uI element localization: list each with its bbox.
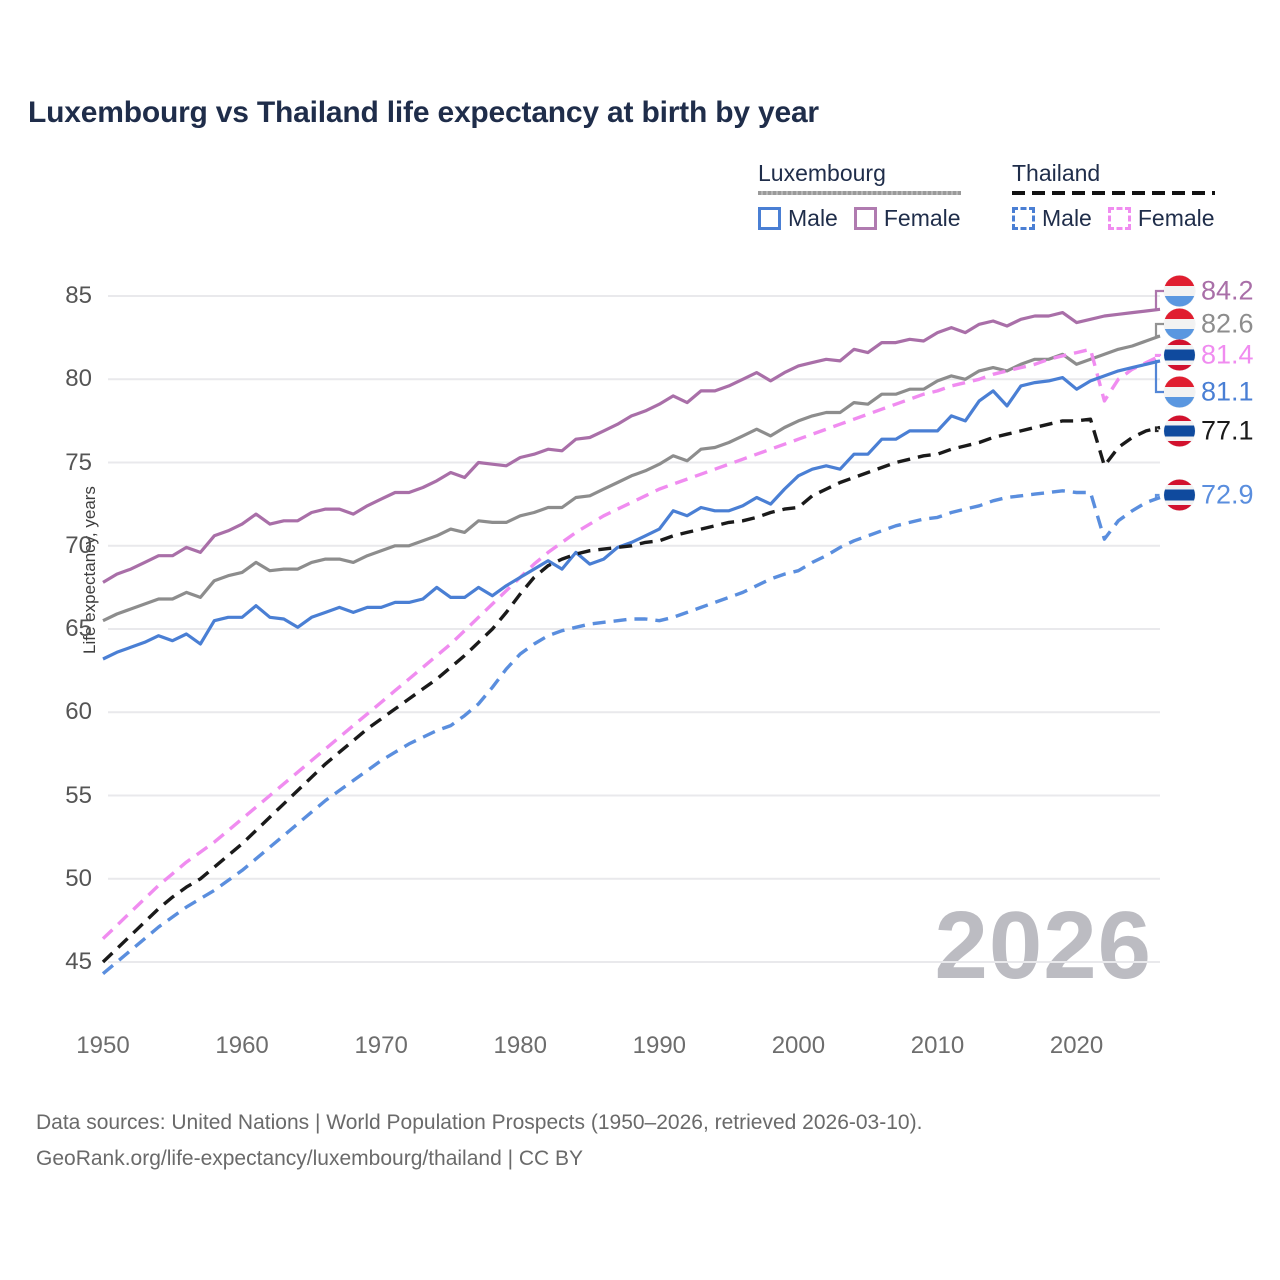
series-line	[101, 417, 1161, 964]
x-tick-label: 1970	[354, 1032, 408, 1059]
legend-swatch-icon-luxembourg-female	[853, 207, 877, 230]
legend-country-luxembourg: Luxembourg	[758, 160, 886, 186]
series-leader-line	[1154, 322, 1164, 338]
legend-rule-luxembourg	[758, 191, 961, 195]
series-end-label: 72.9	[1164, 479, 1254, 511]
series-leader-line	[1154, 353, 1164, 358]
series-line	[102, 359, 1161, 661]
legend-label-thailand-female: Female	[1137, 205, 1215, 231]
series-leader-line	[1154, 493, 1164, 499]
y-tick-label: 70	[65, 531, 92, 559]
legend-swatch-icon-luxembourg-male	[758, 207, 781, 230]
series-end-value: 81.1	[1201, 376, 1254, 407]
legend-label-thailand-male: Male	[1042, 205, 1092, 231]
series-line	[102, 307, 1161, 584]
series-end-value: 72.9	[1201, 479, 1254, 510]
legend-label-luxembourg-female: Female	[883, 205, 961, 231]
legend-item-luxembourg-male[interactable]: Male	[758, 205, 838, 232]
series-end-value: 77.1	[1201, 415, 1254, 446]
footer-line-2: GeoRank.org/life-expectancy/luxembourg/t…	[36, 1147, 584, 1171]
thailand-flag-icon	[1164, 339, 1195, 371]
y-tick-label: 65	[65, 615, 92, 642]
x-tick-label: 1990	[632, 1032, 687, 1059]
x-tick-label: 2000	[771, 1032, 826, 1059]
legend-country-thailand: Thailand	[1012, 160, 1101, 186]
series-end-label: 81.4	[1164, 339, 1254, 371]
series-leader-line	[1154, 426, 1164, 433]
chart-legend: Luxembourg Male Female Thailand Male	[758, 160, 1258, 245]
series-end-value: 81.4	[1201, 339, 1254, 370]
legend-item-thailand-male[interactable]: Male	[1012, 205, 1092, 232]
series-leader-line	[1154, 359, 1164, 394]
y-tick-label: 85	[65, 282, 92, 309]
chart-title: Luxembourg vs Thailand life expectancy a…	[28, 96, 819, 129]
x-tick-label: 1950	[76, 1032, 130, 1059]
plot-area	[101, 289, 1164, 976]
legend-label-luxembourg-male: Male	[788, 205, 838, 231]
series-end-label: 81.1	[1164, 376, 1254, 408]
series-leader-line	[1154, 289, 1164, 311]
y-tick-label: 60	[65, 698, 92, 726]
series-line	[101, 347, 1161, 940]
legend-item-luxembourg-female[interactable]: Female	[853, 205, 961, 232]
x-tick-label: 1980	[493, 1032, 547, 1059]
legend-item-thailand-female[interactable]: Female	[1107, 205, 1215, 232]
footer-line-1: Data sources: United Nations | World Pop…	[36, 1111, 923, 1134]
legend-group-thailand: Thailand Male Female	[1012, 160, 1215, 232]
y-tick-label: 75	[65, 448, 92, 476]
y-tick-label: 80	[65, 365, 92, 393]
legend-swatch-icon-thailand-female	[1107, 207, 1131, 230]
series-line	[102, 334, 1161, 623]
x-tick-label: 2010	[910, 1032, 965, 1059]
legend-rule-thailand	[1012, 191, 1215, 195]
y-tick-label: 45	[65, 948, 92, 975]
luxembourg-flag-icon	[1164, 308, 1195, 340]
y-tick-label: 55	[65, 781, 92, 809]
series-end-label: 77.1	[1164, 415, 1254, 447]
y-tick-label: 50	[65, 864, 92, 892]
luxembourg-flag-icon	[1164, 275, 1195, 307]
year-watermark: 2026	[934, 892, 1152, 999]
legend-swatch-icon-thailand-male	[1012, 207, 1035, 230]
thailand-flag-icon	[1164, 479, 1195, 511]
legend-group-luxembourg: Luxembourg Male Female	[758, 160, 961, 232]
series-line	[101, 489, 1161, 976]
series-end-label: 84.2	[1164, 275, 1254, 307]
y-axis-ticks: 45 50 55 60 65 70 75 80 85	[0, 0, 92, 1000]
x-tick-label: 1960	[215, 1032, 269, 1059]
thailand-flag-icon	[1164, 415, 1195, 447]
series-end-labels: 84.2 82.6 81.4 81.1 77.1 72.9	[1164, 0, 1280, 1000]
series-end-value: 82.6	[1201, 308, 1254, 339]
series-end-value: 84.2	[1201, 275, 1254, 306]
footer-credits: Data sources: United Nations | World Pop…	[36, 1105, 922, 1177]
x-tick-label: 2020	[1049, 1032, 1104, 1059]
series-end-label: 82.6	[1164, 308, 1254, 340]
luxembourg-flag-icon	[1164, 376, 1195, 408]
